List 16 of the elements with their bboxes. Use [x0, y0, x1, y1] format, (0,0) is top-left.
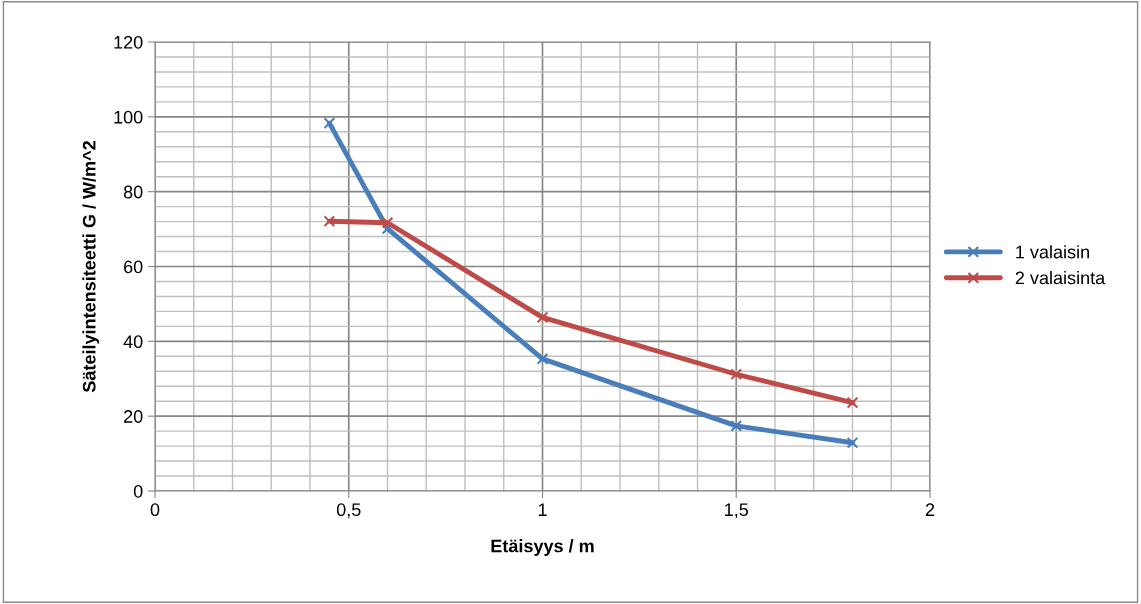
x-tick-label: 1,5 [725, 503, 749, 519]
legend-label: 2 valaisinta [1015, 271, 1106, 285]
x-tick-label: 2 [925, 503, 935, 516]
y-tick-label: 120 [114, 35, 143, 49]
x-axis-title: Etäisyys / m [491, 539, 594, 556]
y-tick-label: 0 [133, 484, 143, 498]
y-tick-label: 20 [124, 410, 143, 423]
x-tick-label: 1 [538, 503, 547, 516]
y-tick-label: 100 [114, 110, 143, 124]
x-tick-label: 0,5 [336, 503, 361, 519]
x-tick-label: 0 [150, 503, 160, 517]
y-tick-label: 80 [123, 185, 143, 199]
y-tick-label: 60 [124, 260, 143, 274]
legend-label: 1 valaisin [1016, 245, 1089, 259]
y-axis-title: Säteilyintensiteetti G / W/m^2 [82, 141, 100, 393]
y-tick-label: 40 [123, 335, 143, 349]
